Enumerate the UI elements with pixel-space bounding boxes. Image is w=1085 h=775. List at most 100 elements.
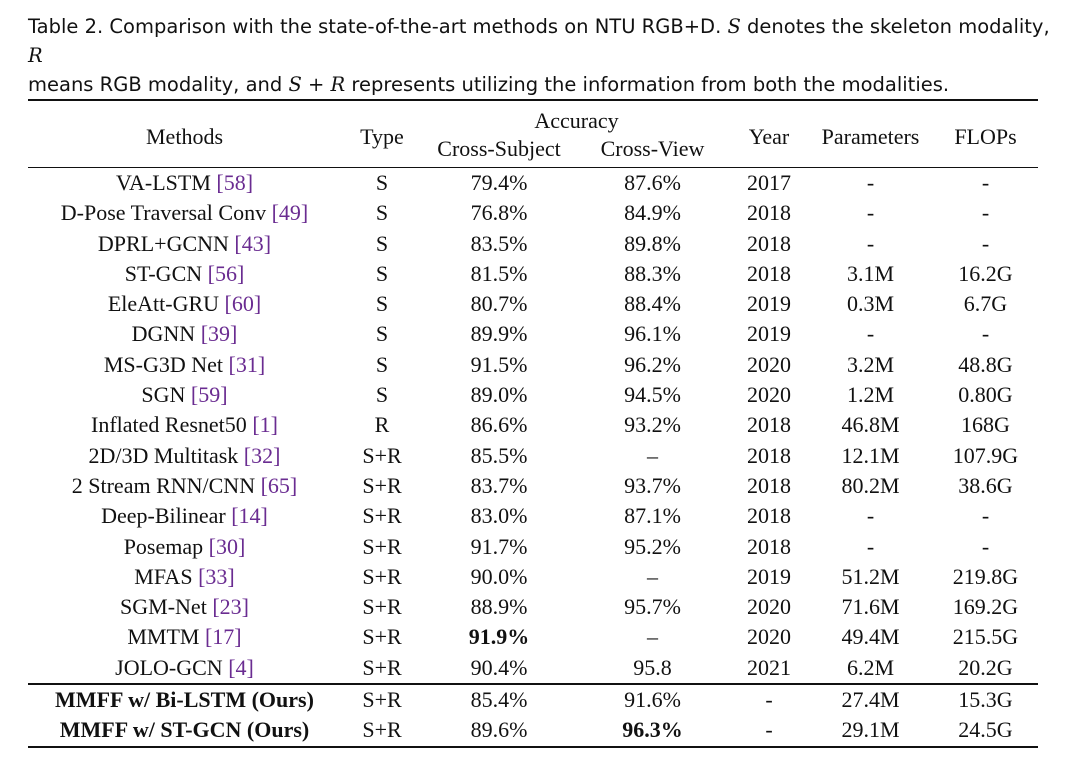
- citation-link[interactable]: [23]: [212, 594, 249, 620]
- cross-subject-cell: 90.0%: [423, 562, 575, 592]
- flops-cell-text: 24.5G: [958, 717, 1013, 743]
- cross-subject-cell: 83.0%: [423, 501, 575, 531]
- table-row: Inflated Resnet50 [1] R 86.6% 93.2% 2018 46.8…: [28, 410, 1038, 440]
- year-cell-text: 2020: [747, 624, 791, 650]
- citation-link[interactable]: [32]: [243, 442, 281, 468]
- year-cell-text: 2017: [747, 170, 791, 195]
- cross-view-cell: 84.9%: [575, 198, 730, 228]
- cross-subject-cell-text: 81.5%: [470, 260, 528, 286]
- method-name: VA-LSTM: [115, 170, 217, 195]
- year-cell-text: 2018: [747, 472, 791, 498]
- method-name: JOLO-GCN: [115, 654, 229, 680]
- flops-cell: 15.3G: [933, 683, 1038, 716]
- type-cell-text: S: [375, 200, 389, 226]
- citation-link[interactable]: [58]: [216, 170, 254, 195]
- caption-part2: means RGB modality, and: [28, 73, 289, 96]
- citation-link[interactable]: [1]: [252, 412, 278, 438]
- year-cell: 2020: [730, 380, 808, 410]
- flops-cell: 16.2G: [933, 259, 1038, 289]
- cross-view-cell: 96.3%: [575, 715, 730, 748]
- parameters-cell-text: 1.2M: [846, 382, 895, 408]
- year-cell-text: -: [765, 687, 773, 713]
- caption-s: S: [727, 15, 741, 38]
- year-cell-text: 2020: [747, 382, 791, 408]
- type-cell: S: [341, 319, 423, 349]
- citation-link[interactable]: [60]: [224, 291, 262, 317]
- year-cell-text: 2021: [747, 654, 791, 680]
- year-cell: 2018: [730, 410, 808, 440]
- flops-cell-text: 15.3G: [958, 687, 1013, 713]
- parameters-cell-text: -: [866, 200, 875, 226]
- citation-link[interactable]: [33]: [198, 563, 235, 589]
- method-cell: Posemap [30]: [28, 532, 341, 562]
- year-cell: 2021: [730, 653, 808, 684]
- type-cell-text: S+R: [362, 717, 402, 743]
- flops-cell-text: -: [981, 503, 990, 529]
- year-cell-text: 2020: [747, 351, 791, 377]
- cross-view-cell-text: 84.9%: [624, 200, 681, 226]
- method-name: Deep-Bilinear: [101, 503, 232, 529]
- type-cell: S+R: [341, 622, 423, 652]
- cross-subject-cell-text: 80.7%: [470, 291, 528, 317]
- method-cell: Inflated Resnet50 [1]: [28, 410, 341, 440]
- citation-link[interactable]: [43]: [234, 230, 272, 256]
- method-name: SGN: [141, 382, 191, 408]
- year-cell: 2018: [730, 532, 808, 562]
- cross-subject-cell-text: 89.0%: [470, 382, 528, 408]
- year-cell-text: 2018: [747, 533, 791, 559]
- citation-link[interactable]: [14]: [231, 503, 268, 529]
- year-cell: 2018: [730, 198, 808, 228]
- cross-view-cell-text: 89.8%: [624, 230, 681, 256]
- method-cell: D-Pose Traversal Conv [49]: [28, 198, 341, 228]
- cross-subject-cell-text: 83.5%: [470, 230, 528, 256]
- cross-subject-cell: 83.7%: [423, 471, 575, 501]
- cross-view-cell: 96.2%: [575, 350, 730, 380]
- flops-cell: 38.6G: [933, 471, 1038, 501]
- method-name: EleAtt-GRU: [107, 291, 225, 317]
- flops-cell: 169.2G: [933, 592, 1038, 622]
- cross-view-cell: –: [575, 562, 730, 592]
- type-cell-text: S: [375, 260, 389, 286]
- parameters-cell-text: -: [866, 170, 875, 195]
- citation-link[interactable]: [59]: [190, 382, 228, 408]
- parameters-cell: 29.1M: [808, 715, 933, 748]
- method-cell: EleAtt-GRU [60]: [28, 289, 341, 319]
- type-cell: S+R: [341, 683, 423, 716]
- year-cell: 2020: [730, 350, 808, 380]
- method-name: DGNN: [131, 321, 201, 347]
- flops-cell: 20.2G: [933, 653, 1038, 684]
- cross-subject-cell-text: 83.0%: [470, 503, 528, 529]
- type-cell-text: S: [375, 382, 389, 408]
- flops-cell-text: -: [981, 200, 990, 226]
- method-cell: JOLO-GCN [4]: [28, 653, 341, 684]
- header-type: Type: [341, 99, 423, 168]
- citation-link[interactable]: [56]: [207, 260, 245, 286]
- year-cell: 2019: [730, 319, 808, 349]
- method-cell: DPRL+GCNN [43]: [28, 229, 341, 259]
- type-cell: S: [341, 380, 423, 410]
- method-name: Posemap: [123, 533, 209, 559]
- flops-cell: -: [933, 501, 1038, 531]
- type-cell: S+R: [341, 501, 423, 531]
- caption-sr: S + R: [288, 73, 346, 96]
- flops-cell-text: 169.2G: [952, 594, 1019, 620]
- year-cell-text: 2020: [747, 594, 791, 620]
- citation-link[interactable]: [65]: [260, 472, 298, 498]
- citation-link[interactable]: [4]: [228, 654, 254, 680]
- flops-cell: -: [933, 229, 1038, 259]
- comparison-table-container: Methods Type Accuracy Year Parameters FL…: [28, 99, 1038, 748]
- flops-cell-text: 219.8G: [952, 563, 1019, 589]
- citation-link[interactable]: [31]: [228, 351, 266, 377]
- citation-link[interactable]: [39]: [200, 321, 238, 347]
- parameters-cell: 12.1M: [808, 441, 933, 471]
- type-cell: S+R: [341, 715, 423, 748]
- citation-link[interactable]: [17]: [204, 624, 242, 650]
- header-row-1: Methods Type Accuracy Year Parameters FL…: [28, 99, 1038, 168]
- citation-link[interactable]: [30]: [208, 533, 246, 559]
- flops-cell-text: 107.9G: [952, 442, 1019, 468]
- table-row: VA-LSTM [58] S 79.4% 87.6% 2017 - -: [28, 167, 1038, 199]
- type-cell-text: S+R: [362, 563, 402, 589]
- flops-cell-text: 20.2G: [958, 654, 1013, 680]
- citation-link[interactable]: [49]: [271, 200, 309, 226]
- table-row: D-Pose Traversal Conv [49] S 76.8% 84.9% 201…: [28, 198, 1038, 228]
